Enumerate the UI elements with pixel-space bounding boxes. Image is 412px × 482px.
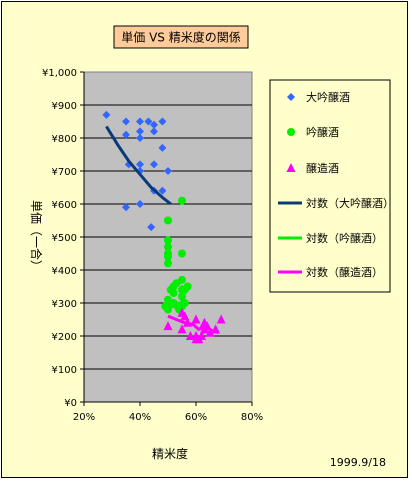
legend-box (269, 79, 391, 293)
y-axis-title: 単価（一合） (29, 200, 44, 272)
data-point-diamond (122, 130, 130, 139)
x-tick-label: 20% (73, 412, 95, 423)
data-point-circle (164, 252, 172, 261)
x-axis-title: 精米度 (152, 446, 188, 461)
data-point-circle (164, 242, 172, 251)
y-tick-label: ¥100 (52, 365, 77, 376)
data-point-diamond (136, 160, 144, 169)
data-point-triangle (194, 334, 204, 344)
data-point-circle (164, 216, 172, 225)
data-point-triangle (216, 314, 226, 324)
data-point-circle (178, 249, 186, 258)
x-tick-label: 80% (241, 412, 263, 423)
y-tick-label: ¥1,000 (42, 68, 77, 79)
data-point-diamond (150, 120, 158, 129)
data-point-triangle (177, 324, 187, 334)
legend-label: 醸造酒 (306, 161, 339, 175)
data-point-diamond (164, 167, 172, 175)
date-annotation: 1999.9/18 (330, 456, 386, 469)
data-point-diamond (136, 117, 144, 126)
y-tick-label: ¥800 (52, 134, 77, 145)
trendline (164, 282, 191, 310)
data-point-diamond (144, 117, 153, 126)
legend-label: 対数（醸造酒） (306, 265, 383, 279)
x-tick-label: 60% (185, 412, 207, 423)
y-tick-label: ¥400 (52, 266, 77, 277)
data-point-diamond (102, 110, 111, 119)
y-tick-label: ¥300 (52, 299, 77, 310)
legend-marker-diamond (287, 93, 295, 101)
legend-label: 吟醸酒 (306, 125, 339, 139)
data-point-diamond (122, 117, 130, 126)
y-tick-label: ¥500 (52, 233, 77, 244)
data-point-circle (164, 259, 172, 268)
data-point-circle (166, 285, 175, 294)
chart-title: 単価 VS 精米度の関係 (121, 30, 240, 45)
data-point-diamond (158, 143, 167, 152)
data-point-diamond (136, 127, 144, 136)
x-tick-label: 40% (129, 412, 151, 423)
y-axis-ticks: ¥0 ¥100 ¥200 ¥300 ¥400 ¥500 ¥600 ¥700 ¥800 ¥900 ¥1… (42, 68, 84, 409)
data-point-diamond (122, 203, 130, 212)
x-axis-ticks: 20% 40% 60% 80% (73, 72, 263, 423)
data-point-diamond (158, 186, 167, 195)
data-point-diamond (136, 200, 144, 208)
y-tick-label: ¥0 (64, 398, 77, 409)
legend-label: 大吟醸酒 (306, 90, 350, 104)
data-point-diamond (136, 134, 144, 142)
data-point-triangle (205, 327, 215, 337)
data-point-circle (164, 305, 172, 314)
data-point-circle (164, 236, 172, 245)
trendline (167, 314, 219, 335)
y-tick-label: ¥700 (52, 167, 77, 178)
chart-marks (102, 110, 226, 344)
data-point-triangle (191, 314, 201, 324)
chart-title-box (113, 25, 249, 49)
data-point-diamond (150, 127, 158, 136)
y-tick-label: ¥900 (52, 101, 77, 112)
legend-label: 対数（大吟醸酒） (306, 196, 394, 210)
y-tick-label: ¥600 (52, 200, 77, 211)
data-point-triangle (163, 321, 173, 331)
legend-marker-circle (287, 128, 295, 136)
data-point-diamond (150, 160, 158, 169)
trendline (105, 125, 172, 206)
data-point-circle (172, 279, 181, 288)
data-point-diamond (147, 223, 156, 232)
legend-label: 対数（吟醸酒） (306, 231, 383, 245)
legend-marker-triangle (286, 163, 296, 172)
y-tick-label: ¥200 (52, 332, 77, 343)
data-point-circle (178, 196, 186, 205)
data-point-triangle (185, 331, 195, 340)
data-point-diamond (158, 117, 167, 126)
data-point-triangle (180, 311, 190, 321)
